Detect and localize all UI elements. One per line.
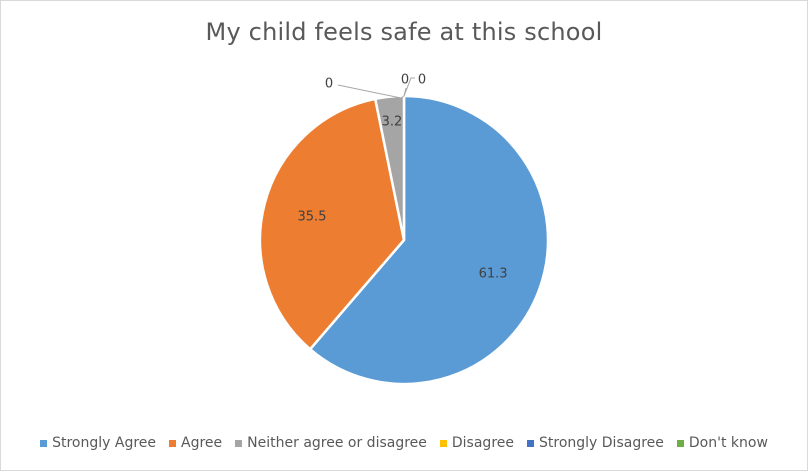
legend-item-agree: Agree (169, 435, 222, 451)
legend-swatch (676, 439, 684, 447)
legend-label: Don't know (688, 435, 768, 451)
legend-swatch (439, 439, 447, 447)
legend-swatch (40, 439, 48, 447)
legend-label: Disagree (451, 435, 514, 451)
legend-item-strongly-agree: Strongly Agree (40, 435, 156, 451)
chart-title: My child feels safe at this school (205, 18, 603, 46)
pie-slice-strongly-agree (308, 94, 550, 386)
pie-slice-agree (258, 97, 406, 351)
data-label-strongly-disagree: 0 (401, 73, 409, 88)
pie-slices (258, 94, 550, 386)
legend-swatch (235, 439, 243, 447)
legend-label: Neither agree or disagree (247, 435, 427, 451)
chart-legend: Strongly Agree Agree Neither agree or disa… (1, 435, 807, 451)
leader-line-don-t-know (403, 77, 415, 97)
leader-lines (337, 77, 415, 99)
data-label-strongly-agree: 61.3 (479, 267, 508, 282)
legend-item-don-t-know: Don't know (676, 435, 768, 451)
legend-item-strongly-disagree: Strongly Disagree (527, 435, 664, 451)
legend-swatch (169, 439, 177, 447)
legend-label: Agree (181, 435, 223, 451)
legend-item-neither-agree-or-disagree: Neither agree or disagree (235, 435, 427, 451)
data-label-neither-agree-or-disagree: 3.2 (382, 115, 403, 130)
legend-swatch (527, 439, 534, 447)
legend-item-disagree: Disagree (439, 435, 514, 451)
data-label-disagree: 0 (325, 77, 333, 92)
legend-label: Strongly Disagree (539, 435, 664, 451)
data-label-don-t-know: 0 (418, 73, 426, 88)
data-labels: 61.335.53.20 0 0 (298, 73, 508, 282)
legend-label: Strongly Agree (52, 435, 157, 451)
data-label-agree: 35.5 (298, 210, 327, 225)
leader-line-disagree (337, 84, 405, 99)
